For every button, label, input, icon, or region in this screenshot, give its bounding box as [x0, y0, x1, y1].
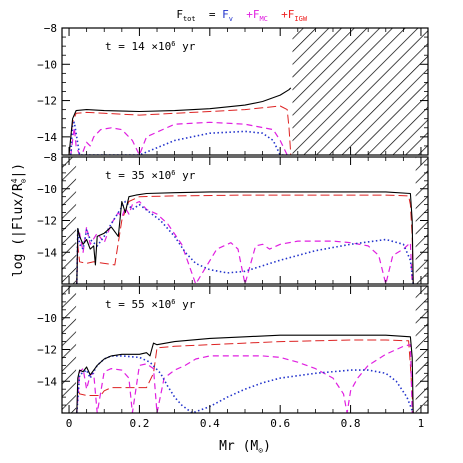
panel-label: t = 14 ×106 yr [105, 40, 196, 53]
title-part-5: + [275, 8, 289, 21]
series-line-igw [76, 194, 414, 284]
title-part-4: F [253, 8, 260, 21]
series-line-igw [76, 339, 414, 413]
title-sub-6: IGW [294, 15, 307, 23]
series-group [76, 334, 414, 413]
series-line-total [68, 87, 292, 155]
y-axis-label: log (|Flux/R4⊙|) [10, 163, 28, 277]
y-label-sub: ⊙ [19, 178, 28, 183]
x-tick-label: 0.2 [129, 417, 149, 430]
y-tick-label: −12 [37, 215, 57, 228]
panel-1: −8 −10 −12 −14 t = 14 ×106 yr [37, 22, 429, 156]
series-line-mc [70, 121, 291, 155]
y-tick-label: −14 [37, 246, 57, 259]
title-part-2: F [222, 8, 229, 21]
series-line-mc [76, 200, 413, 284]
title-part-3: + [240, 8, 254, 21]
x-tick-label: 0.4 [200, 417, 220, 430]
y-tick-label: −12 [37, 344, 57, 357]
series-line-mc [76, 344, 413, 413]
y-tick-label: −10 [37, 312, 57, 325]
x-tick-label: 0.8 [341, 417, 361, 430]
x-label-symbol: ⊙ [258, 446, 263, 455]
y-tick-label: −12 [37, 95, 57, 108]
series-line-v [76, 200, 414, 284]
hatched-region [292, 28, 428, 155]
title-sub-4: MC [259, 15, 267, 23]
series-line-total [76, 334, 414, 413]
y-tick-label: −10 [37, 58, 57, 71]
series-line-igw [68, 105, 292, 155]
series-line-v [76, 355, 414, 413]
x-label-tail: ) [263, 439, 271, 454]
title-sub-0: tot [183, 15, 196, 23]
y-label-tail: |) [11, 163, 26, 179]
y-label-text: log (|Flux/R [11, 183, 26, 277]
x-tick-label: 0 [66, 417, 73, 430]
panels: −8 −10 −12 −14 t = 14 ×106 yr −8 −10 −12 −14 t = … [37, 22, 429, 414]
chart-title: Ftot = Fv +FMC +FIGW [176, 8, 313, 23]
y-label-sup: 4 [10, 178, 19, 183]
title-part-1: = [202, 8, 222, 21]
title-part-6: F [288, 8, 295, 21]
x-label-text: Mr (M [219, 439, 258, 454]
y-tick-label: −10 [37, 183, 57, 196]
panel-3: −10 −12 −14 t = 55 ×106 yr [37, 285, 429, 414]
title-sub-2: v [229, 15, 233, 23]
y-tick-label: −8 [44, 151, 57, 164]
series-line-v [70, 121, 288, 155]
panel-label: t = 55 ×106 yr [105, 298, 196, 311]
panel-label: t = 35 ×106 yr [105, 169, 196, 182]
x-axis-label: Mr (M⊙) [219, 439, 271, 455]
series-line-total [76, 191, 414, 284]
title-part-0: F [176, 8, 183, 21]
panel-2: −8 −10 −12 −14 t = 35 ×106 yr [37, 151, 429, 285]
series-group [68, 87, 292, 155]
x-tick-label: 0.6 [270, 417, 290, 430]
x-tick-label: 1 [418, 417, 425, 430]
y-tick-label: −14 [37, 131, 57, 144]
series-group [76, 191, 414, 284]
y-tick-label: −8 [44, 22, 57, 35]
x-tick-labels: 0 0.2 0.4 0.6 0.8 1 [66, 417, 425, 430]
y-tick-label: −14 [37, 375, 57, 388]
